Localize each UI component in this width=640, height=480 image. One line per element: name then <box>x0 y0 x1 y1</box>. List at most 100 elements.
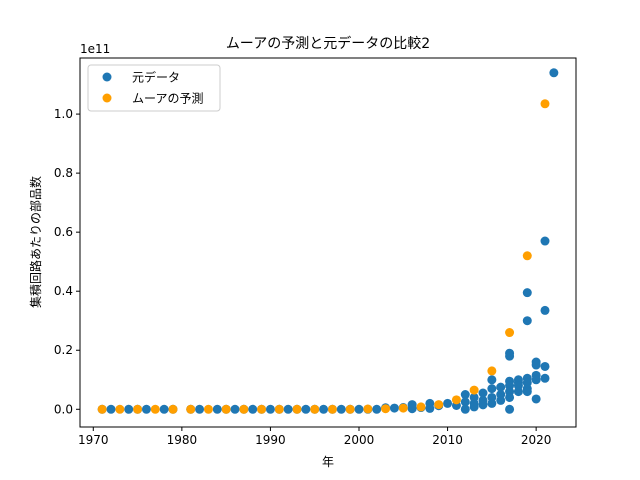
data-point <box>327 404 337 414</box>
axes-frame <box>79 57 577 428</box>
data-point <box>141 404 151 414</box>
data-point <box>301 404 311 414</box>
data-point <box>248 404 258 414</box>
data-point <box>540 361 550 371</box>
data-point <box>540 305 550 315</box>
data-point <box>389 403 399 413</box>
data-point <box>478 388 488 398</box>
x-tick-label: 1980 <box>167 433 198 447</box>
data-point <box>274 404 284 414</box>
legend-marker <box>102 72 112 82</box>
data-point <box>106 404 116 414</box>
data-point <box>186 404 196 414</box>
y-tick-label: 0.8 <box>54 166 73 180</box>
plot-area <box>97 68 559 414</box>
y-tick-label: 0.2 <box>54 343 73 357</box>
data-point <box>549 68 559 78</box>
y-tick-label: 0.6 <box>54 225 73 239</box>
data-point <box>451 395 461 405</box>
data-point <box>345 404 355 414</box>
data-point <box>195 404 205 414</box>
data-point <box>531 394 541 404</box>
data-point <box>159 404 169 414</box>
data-point <box>363 404 373 414</box>
data-point <box>460 397 470 407</box>
data-point <box>150 404 160 414</box>
data-point <box>239 404 249 414</box>
data-point <box>425 403 435 413</box>
data-point <box>310 404 320 414</box>
data-point <box>505 351 515 361</box>
y-axis-label: 集積回路あたりの部品数 <box>28 176 43 308</box>
data-point <box>133 404 143 414</box>
y-tick-label: 0.4 <box>54 284 73 298</box>
data-point <box>513 387 523 397</box>
data-point <box>522 251 532 261</box>
legend-box <box>87 64 221 112</box>
data-point <box>540 236 550 246</box>
data-point <box>257 404 267 414</box>
data-point <box>230 404 240 414</box>
data-point <box>540 373 550 383</box>
data-point <box>124 404 134 414</box>
x-tick-label: 2000 <box>344 433 375 447</box>
data-point <box>496 382 506 392</box>
legend-marker <box>102 93 112 103</box>
data-point <box>487 398 497 408</box>
data-point <box>319 404 329 414</box>
data-point <box>221 404 231 414</box>
x-tick-label: 2020 <box>521 433 552 447</box>
x-tick-label: 2010 <box>432 433 463 447</box>
data-point <box>168 404 178 414</box>
data-point <box>469 402 479 412</box>
data-point <box>540 99 550 109</box>
data-point <box>115 404 125 414</box>
data-point <box>531 375 541 385</box>
y-tick-label: 1.0 <box>54 107 73 121</box>
chart-title: ムーアの予測と元データの比較2 <box>226 35 430 52</box>
data-point <box>283 404 293 414</box>
data-point <box>460 390 470 400</box>
data-point <box>531 360 541 370</box>
legend-label: 元データ <box>132 70 180 85</box>
data-point <box>522 387 532 397</box>
data-point <box>496 395 506 405</box>
data-point <box>372 404 382 414</box>
data-point <box>416 402 426 412</box>
x-axis: 1970 1980 1990 2000 2010 2020 <box>78 427 551 447</box>
x-tick-label: 1990 <box>255 433 286 447</box>
x-tick-label: 1970 <box>78 433 109 447</box>
y-tick-label: 0.0 <box>54 402 73 416</box>
data-point <box>203 404 213 414</box>
x-axis-label: 年 <box>322 455 334 469</box>
y-axis: 0.0 0.2 0.4 0.6 0.8 1.0 <box>54 107 80 416</box>
data-point <box>522 288 532 298</box>
data-point <box>478 400 488 410</box>
legend-label: ムーアの予測 <box>132 92 204 106</box>
data-point <box>460 404 470 414</box>
data-point <box>522 316 532 326</box>
data-point <box>354 404 364 414</box>
data-point <box>469 385 479 395</box>
data-point <box>292 404 302 414</box>
data-point <box>505 404 515 414</box>
data-point <box>443 398 453 408</box>
data-point <box>505 328 515 338</box>
data-point <box>381 404 391 414</box>
y-offset-text: 1e11 <box>80 42 110 56</box>
data-point <box>407 404 417 414</box>
data-point <box>336 404 346 414</box>
data-point <box>265 404 275 414</box>
series-moore-prediction <box>97 99 550 414</box>
data-point <box>212 404 222 414</box>
data-point <box>97 404 107 414</box>
data-point <box>434 400 444 410</box>
data-point <box>487 384 497 394</box>
series-original-data <box>97 68 559 414</box>
data-point <box>487 366 497 376</box>
data-point <box>487 375 497 385</box>
data-point <box>505 392 515 402</box>
data-point <box>398 403 408 413</box>
